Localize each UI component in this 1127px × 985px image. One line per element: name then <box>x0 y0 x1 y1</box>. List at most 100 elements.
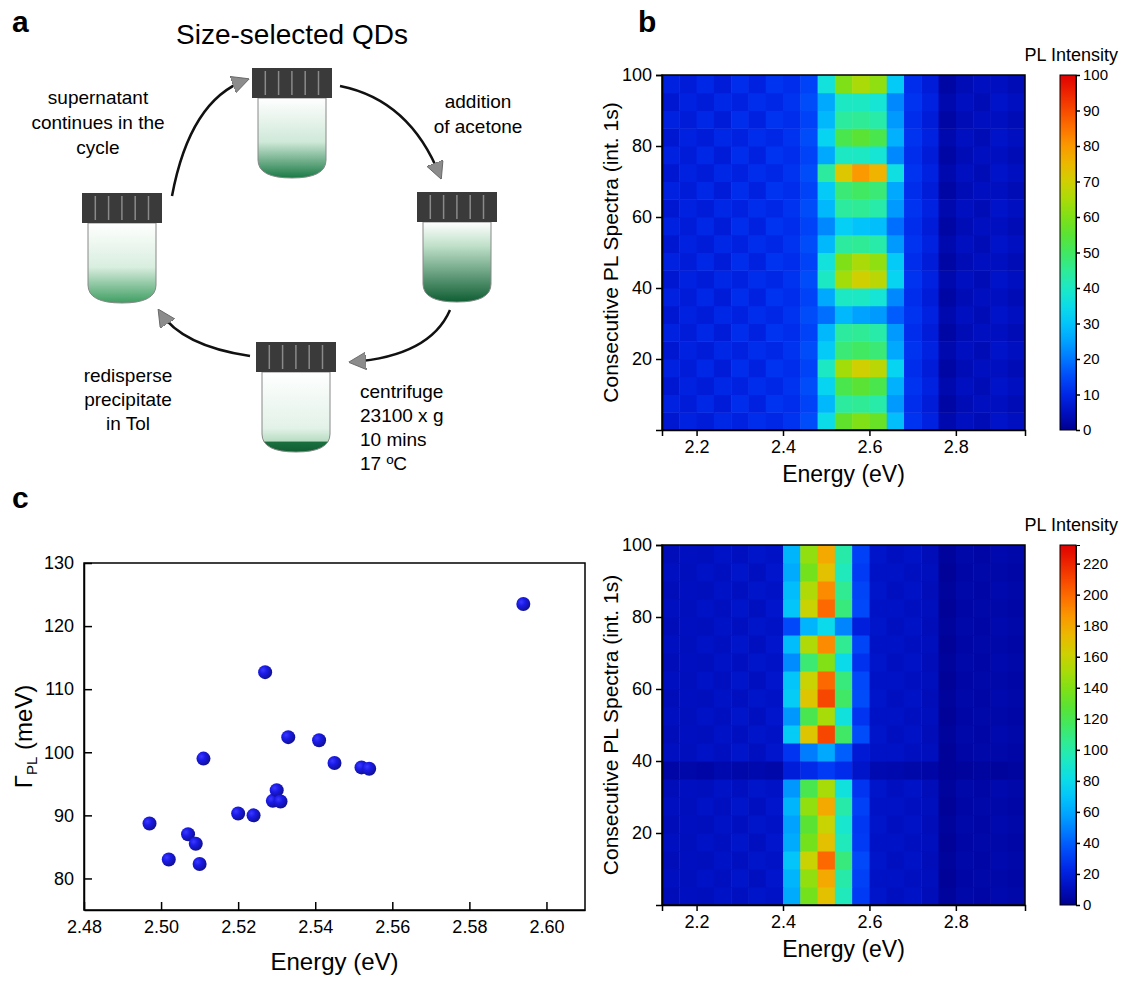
heatmap-cell <box>835 689 853 708</box>
point <box>258 665 272 679</box>
tick-mark <box>656 833 662 835</box>
heatmap-cell <box>766 779 784 798</box>
tick: 2.54 <box>298 902 333 937</box>
heatmap-cell <box>921 359 939 377</box>
heatmap-cell <box>939 617 957 636</box>
heatmap-cell <box>818 599 836 618</box>
heatmap-cell <box>731 111 749 129</box>
heatmap-cell <box>766 341 784 359</box>
heatmap-cell <box>714 779 732 798</box>
heatmap-cell <box>973 359 991 377</box>
heatmap-cell <box>869 653 887 672</box>
heatmap-cell <box>904 707 922 726</box>
heatmap-cell <box>731 725 749 744</box>
heatmap-cell <box>921 563 939 582</box>
heatmap-cell <box>956 253 974 271</box>
tick: 10 <box>1076 386 1100 403</box>
heatmap-cell <box>818 164 836 182</box>
heatmap-cell <box>766 253 784 271</box>
axis: 20406080100 <box>622 535 663 905</box>
heatmap-cell <box>714 111 732 129</box>
tick-mark <box>1076 812 1080 814</box>
tick-mark <box>656 288 662 290</box>
heatmap-cell <box>904 725 922 744</box>
heatmap-cell <box>939 253 957 271</box>
heatmap-cell <box>766 288 784 306</box>
heatmap-cell <box>852 217 870 235</box>
heatmap-cell <box>939 93 957 111</box>
heatmap-cell <box>956 761 974 780</box>
heatmap-cell <box>679 779 697 798</box>
heatmap-cell <box>662 833 680 852</box>
heatmap-cell <box>939 869 957 888</box>
heatmap-cell <box>887 75 905 93</box>
heatmap-cell <box>869 199 887 217</box>
heatmap-cell <box>679 324 697 342</box>
tick: 100 <box>1076 66 1108 83</box>
heatmap-cell <box>887 707 905 726</box>
tick-label: 60 <box>632 207 652 227</box>
heatmap-cell <box>973 725 991 744</box>
point <box>231 806 245 820</box>
heatmap-cell <box>956 199 974 217</box>
heatmap-cell <box>990 412 1008 430</box>
point <box>362 762 376 776</box>
heatmap-cell <box>904 815 922 834</box>
heatmap-cell <box>990 635 1008 654</box>
heatmap-cell <box>679 377 697 395</box>
heatmap-cell <box>973 797 991 816</box>
heatmap-cell <box>748 270 766 288</box>
tick: 20 <box>632 823 662 843</box>
tick-label: 60 <box>1083 803 1100 820</box>
heatmap-cell <box>973 412 991 430</box>
heatmap-cell <box>990 797 1008 816</box>
heatmap-cell <box>1008 146 1025 164</box>
heatmap-cell <box>679 235 697 253</box>
tick: 130 <box>44 553 92 573</box>
heatmap-cell <box>1008 617 1025 636</box>
heatmap-cell <box>783 581 801 600</box>
heatmap-cell <box>662 653 680 672</box>
tick-label: 2.50 <box>144 917 179 937</box>
heatmap-cell <box>990 395 1008 413</box>
heatmap-cells <box>662 545 1025 905</box>
tick-label: 40 <box>632 751 652 771</box>
heatmap-cell <box>783 341 801 359</box>
heatmap-cell <box>679 725 697 744</box>
heatmap-cell <box>662 199 680 217</box>
heatmap-cell <box>835 377 853 395</box>
heatmap-cell <box>818 653 836 672</box>
tick-label: 100 <box>622 535 652 555</box>
heatmap-cell <box>852 833 870 852</box>
heatmap-cell <box>904 617 922 636</box>
heatmap-cell <box>869 833 887 852</box>
tick: 100 <box>622 65 662 85</box>
heatmap-cell <box>714 707 732 726</box>
heatmap-cell <box>818 306 836 324</box>
heatmap-cell <box>748 199 766 217</box>
heatmap-cell <box>818 707 836 726</box>
heatmap-cell <box>783 164 801 182</box>
tick-label: 200 <box>1083 586 1108 603</box>
heatmap-cell <box>714 377 732 395</box>
heatmap-cell <box>679 761 697 780</box>
heatmap-cell <box>766 93 784 111</box>
tick-mark <box>1076 359 1080 361</box>
tick: 2.60 <box>529 902 564 937</box>
heatmap-cell <box>973 235 991 253</box>
heatmap-cell <box>852 617 870 636</box>
heatmap-cell <box>904 377 922 395</box>
heatmap-cell <box>1008 199 1025 217</box>
tick: 160 <box>1076 648 1108 665</box>
heatmap-cell <box>766 851 784 870</box>
heatmap-cell <box>697 725 715 744</box>
heatmap-cell <box>852 93 870 111</box>
cap-ridge <box>278 71 280 95</box>
heatmap-cell <box>973 833 991 852</box>
heatmap-cell <box>956 707 974 726</box>
tick-mark <box>1076 781 1080 783</box>
heatmap-cell <box>887 599 905 618</box>
heatmap-cell <box>697 253 715 271</box>
tick-mark <box>84 878 92 880</box>
heatmap-cell <box>939 689 957 708</box>
